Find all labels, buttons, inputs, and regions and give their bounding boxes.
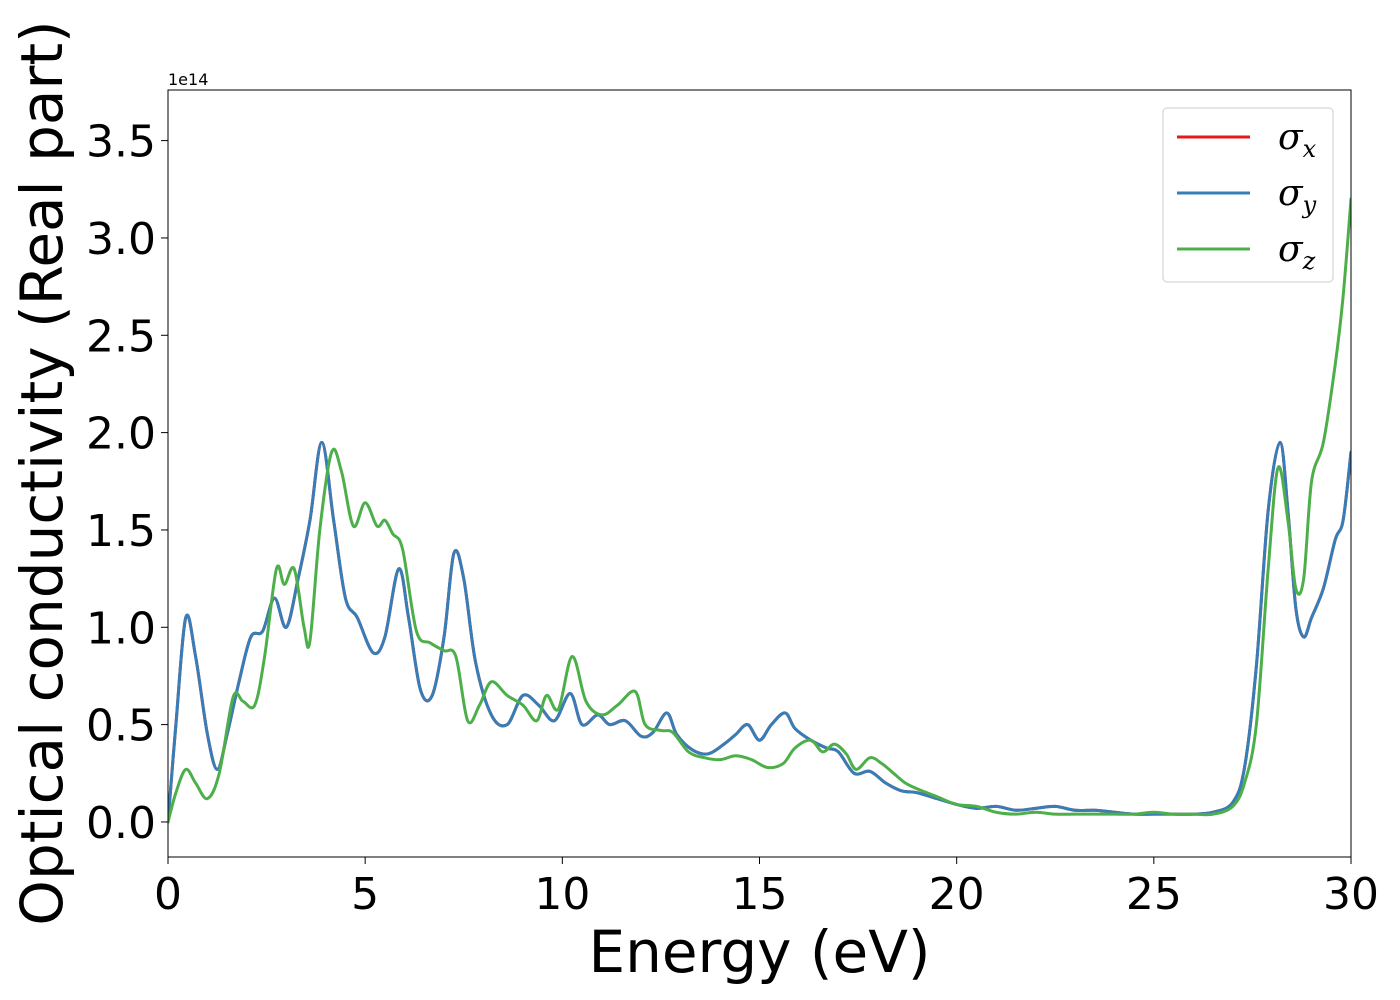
x-axis-label: Energy (eV)	[588, 918, 930, 986]
legend-items: σx σy σz	[1177, 117, 1317, 275]
y-axis-label: Optical conductivity (Real part)	[8, 20, 76, 925]
legend-label-z: σz	[1278, 229, 1316, 275]
x-tick-label: 30	[1323, 869, 1379, 920]
x-axis: 0 5 10 15 20 25 30	[154, 857, 1379, 920]
plot-background	[168, 90, 1351, 857]
x-tick-label: 15	[732, 869, 788, 920]
y-tick-label: 2.5	[86, 311, 156, 362]
series-line-z	[168, 197, 1351, 824]
x-tick-label: 25	[1126, 869, 1182, 920]
legend-label-y: σy	[1278, 173, 1317, 219]
legend-box	[1162, 107, 1334, 283]
y-tick-label: 3.0	[86, 214, 156, 265]
x-tick-label: 5	[351, 869, 379, 920]
x-tick-label: 20	[929, 869, 985, 920]
y-offset-label: 1e14	[168, 70, 208, 89]
y-tick-label: 2.0	[86, 409, 156, 460]
y-tick-label: 0.5	[86, 701, 156, 752]
y-tick-label: 3.5	[86, 117, 156, 168]
x-tick-label: 10	[534, 869, 590, 920]
x-tick-label: 0	[154, 869, 182, 920]
series-layer	[168, 197, 1351, 824]
y-tick-label: 1.0	[86, 603, 156, 654]
legend: σx σy σz	[1162, 107, 1334, 283]
y-tick-label: 0.0	[86, 798, 156, 849]
legend-label-x: σx	[1278, 117, 1317, 163]
y-tick-label: 1.5	[86, 506, 156, 557]
y-axis: 0.0 0.5 1.0 1.5 2.0 2.5 3.0 3.5	[86, 117, 168, 849]
